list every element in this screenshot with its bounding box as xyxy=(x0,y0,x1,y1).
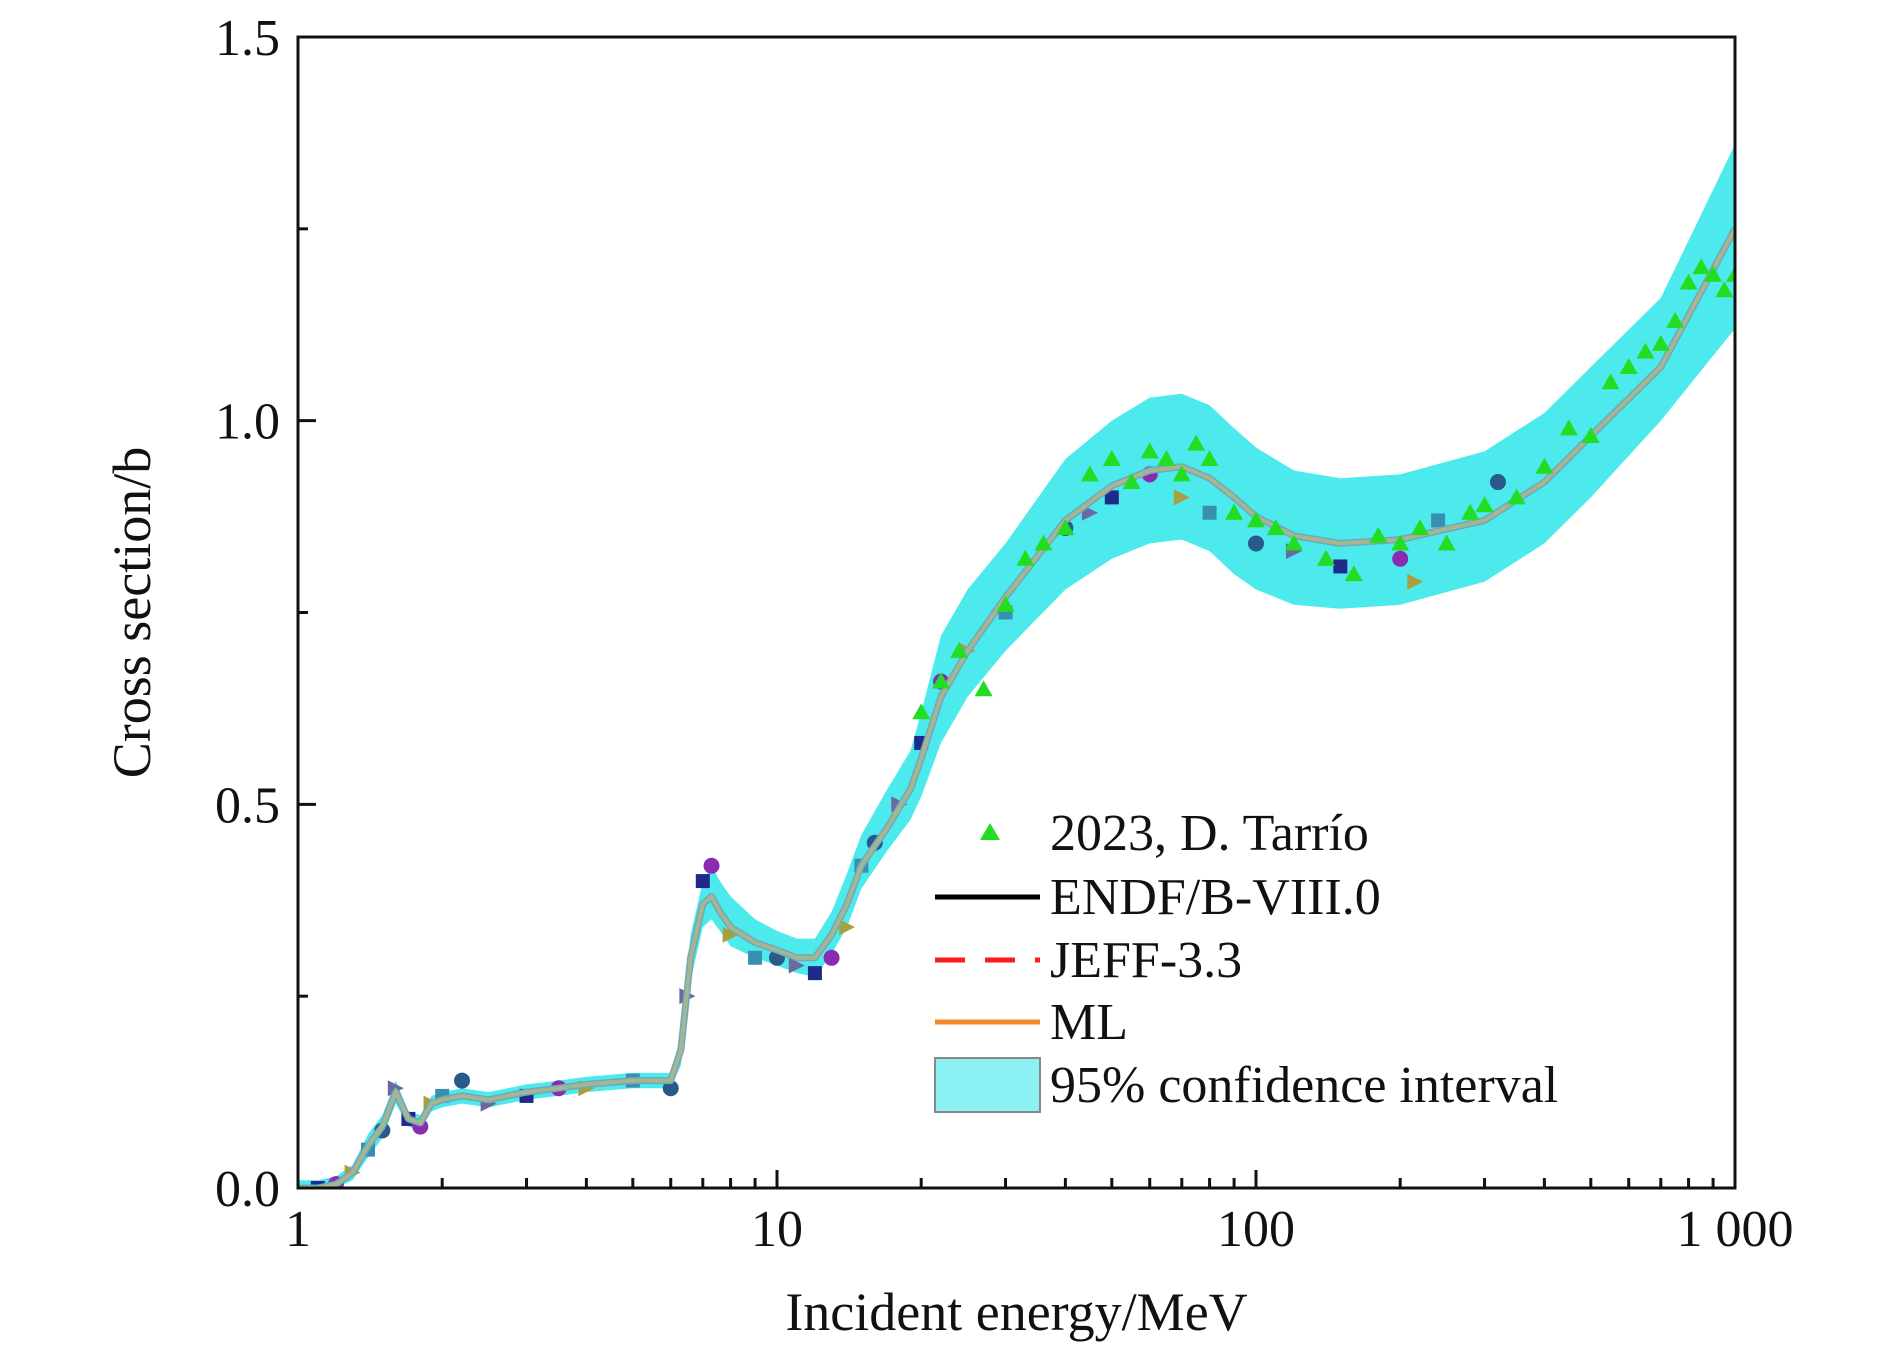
tarrio-point xyxy=(1704,265,1723,282)
tarrio-point xyxy=(1225,503,1244,520)
confidence-band-layer xyxy=(298,144,1735,1188)
data-point xyxy=(722,926,739,943)
tarrio-point xyxy=(1247,511,1265,528)
tarrio-point xyxy=(1507,488,1526,505)
y-axis-label: Cross section/b xyxy=(102,447,162,779)
tarrio-point xyxy=(1016,549,1035,566)
legend-item: 2023, D. Tarrío xyxy=(980,805,1369,862)
tarrio-point xyxy=(1559,419,1578,436)
y-tick-label: 0.5 xyxy=(215,777,280,834)
confidence-band xyxy=(298,144,1735,1188)
axis-tick-labels: 1 10 100 1 000 0.0 0.5 1.0 1.5 xyxy=(215,10,1794,1258)
legend-label: ML xyxy=(1050,994,1128,1051)
tarrio-point xyxy=(1601,373,1620,390)
jeff-curve xyxy=(298,227,1735,1188)
tarrio-point xyxy=(1284,534,1303,551)
tarrio-point xyxy=(1636,342,1655,359)
tarrio-point xyxy=(1715,281,1734,298)
tarrio-point xyxy=(1056,519,1075,536)
tarrio-point xyxy=(1080,465,1099,482)
tarrio-point xyxy=(950,641,969,658)
data-point xyxy=(1173,489,1190,506)
data-point xyxy=(1104,490,1119,505)
tarrio-point xyxy=(996,595,1015,612)
x-tick-label: 100 xyxy=(1217,1201,1295,1258)
x-tick-label: 1 xyxy=(285,1201,311,1258)
data-point xyxy=(662,1080,679,1097)
tarrio-point xyxy=(974,680,993,697)
tarrio-point xyxy=(1391,534,1410,551)
legend-label: 2023, D. Tarrío xyxy=(1050,805,1369,862)
data-point xyxy=(788,957,805,974)
tarrio-point xyxy=(1461,503,1480,520)
y-tick-label: 1.5 xyxy=(215,10,280,67)
tarrio-point xyxy=(1187,434,1206,451)
legend-item: ENDF/B-VIII.0 xyxy=(935,869,1381,926)
tarrio-point xyxy=(1692,258,1711,275)
legend-marker xyxy=(980,823,1000,840)
legend: 2023, D. Tarrío ENDF/B-VIII.0 JEFF-3.3ML 95… xyxy=(934,805,1558,1114)
tarrio-point xyxy=(1034,534,1053,551)
tarrio-point xyxy=(1619,357,1638,374)
data-point xyxy=(695,874,710,889)
data-point xyxy=(838,919,855,936)
tarrio-point xyxy=(1369,526,1388,543)
tarrio-point xyxy=(1437,534,1456,551)
tarrio-point xyxy=(1157,450,1176,467)
legend-item: 95% confidence interval xyxy=(934,1057,1558,1114)
axis-ticks xyxy=(296,35,1737,1190)
tarrio-point xyxy=(1679,273,1698,290)
y-tick-label: 0.0 xyxy=(215,1161,280,1218)
tarrio-point xyxy=(1651,334,1670,351)
data-point xyxy=(454,1072,471,1089)
x-tick-label: 10 xyxy=(751,1201,803,1258)
x-axis-label: Incident energy/MeV xyxy=(785,1282,1247,1342)
tarrio-point xyxy=(1344,565,1363,582)
tarrio-point xyxy=(912,703,931,720)
tarrio-point xyxy=(1666,311,1685,328)
tarrio-data-layer xyxy=(912,258,1735,720)
legend-item: ML xyxy=(935,994,1128,1051)
legend-label: JEFF-3.3 xyxy=(1050,932,1242,989)
tarrio-point xyxy=(1316,549,1335,566)
data-point xyxy=(807,966,822,981)
tarrio-point xyxy=(1102,450,1121,467)
tarrio-point xyxy=(1200,450,1219,467)
data-point xyxy=(1407,573,1424,590)
tarrio-point xyxy=(1122,473,1141,490)
legend-label: ENDF/B-VIII.0 xyxy=(1050,869,1381,926)
tarrio-point xyxy=(1411,519,1430,536)
legend-swatch xyxy=(934,1057,1041,1113)
data-point xyxy=(748,950,763,965)
data-point xyxy=(1392,550,1409,567)
y-tick-label: 1.0 xyxy=(215,394,280,451)
tarrio-point xyxy=(1172,465,1191,482)
tarrio-point xyxy=(1726,265,1735,282)
tarrio-point xyxy=(932,672,951,689)
tarrio-point xyxy=(1266,519,1285,536)
data-point xyxy=(1489,474,1506,491)
ml-curve xyxy=(298,227,1735,1188)
data-point xyxy=(1333,559,1348,574)
endf-curve xyxy=(298,227,1735,1188)
data-point xyxy=(1248,535,1264,552)
tarrio-point xyxy=(1535,457,1554,474)
tarrio-point xyxy=(1581,427,1600,444)
tarrio-point xyxy=(1475,496,1494,513)
x-tick-label: 1 000 xyxy=(1677,1201,1794,1258)
tarrio-point xyxy=(1140,442,1159,459)
data-point xyxy=(823,949,840,966)
data-point xyxy=(703,857,720,874)
legend-label: 95% confidence interval xyxy=(1050,1057,1558,1114)
curves-layer xyxy=(298,227,1735,1188)
data-point xyxy=(1431,513,1446,528)
data-point xyxy=(1202,505,1217,520)
legend-item: JEFF-3.3 xyxy=(935,932,1242,989)
